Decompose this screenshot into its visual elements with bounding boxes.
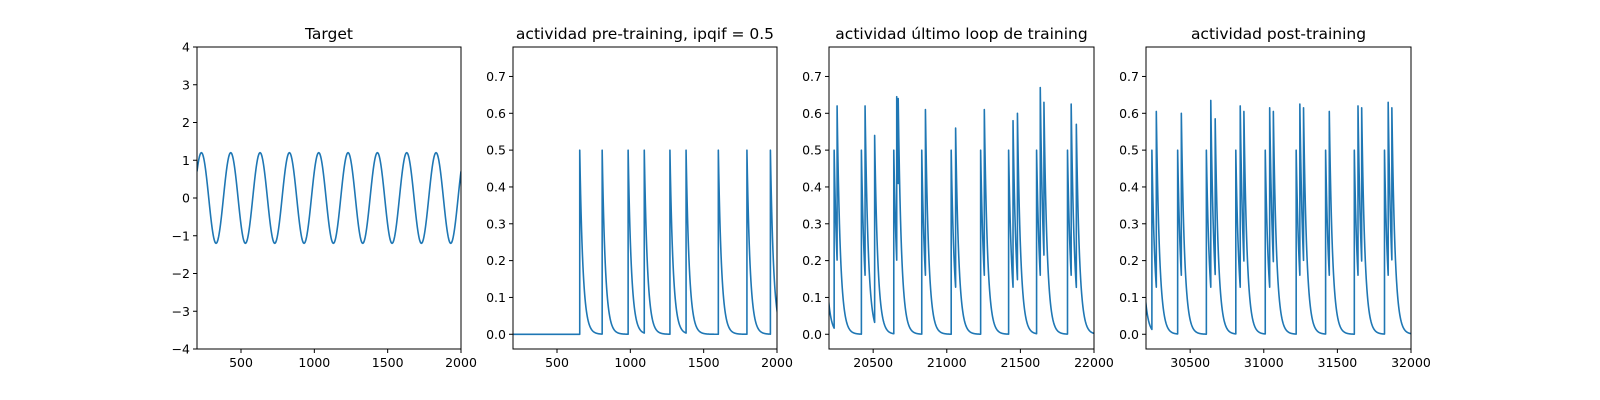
chart-panel-3: 20500 21000 21500 22000 0.0 0.1 0.2 0.3 0.4 0.5 0.… (802, 25, 1114, 370)
chart-panel-2: 500 1000 1500 2000 0.0 0.1 0.2 0.3 0.4 0.5 0.6 0.7 a… (486, 25, 793, 370)
chart-title: actividad pre-training, ipqif = 0.5 (516, 25, 774, 43)
y-tick-label: 0.2 (1119, 253, 1139, 268)
x-tick-label: 2000 (445, 355, 477, 370)
series-line (197, 151, 461, 245)
x-tick-label: 22000 (1074, 355, 1114, 370)
y-tick-label: 0.1 (1119, 290, 1139, 305)
y-tick-label: 0.4 (802, 179, 822, 194)
x-tick-label: 1500 (688, 355, 720, 370)
y-tick-label: 0.1 (802, 290, 822, 305)
y-tick-label: 0.7 (802, 69, 822, 84)
chart-panel-4: 30500 31000 31500 32000 0.0 0.1 0.2 0.3 0.4 0.5 0.… (1119, 25, 1431, 370)
y-tick-label: −4 (172, 342, 190, 357)
y-tick-label: −1 (172, 228, 190, 243)
y-tick-label: 2 (182, 115, 190, 130)
y-tick-label: 4 (182, 40, 190, 55)
y-tick-label: 0.4 (486, 179, 506, 194)
x-tick-label: 20500 (853, 355, 893, 370)
x-tick-label: 1000 (298, 355, 330, 370)
series-line (513, 149, 777, 336)
y-tick-label: −2 (172, 266, 190, 281)
y-tick-label: 0.5 (486, 143, 506, 158)
y-tick-label: 0.4 (1119, 179, 1139, 194)
y-tick-label: 0.6 (802, 106, 822, 121)
plot-frame (196, 46, 462, 350)
x-tick-label: 500 (545, 355, 569, 370)
y-tick-label: 0.5 (1119, 143, 1139, 158)
series-line (1146, 99, 1411, 335)
y-tick-label: 0.0 (486, 327, 506, 342)
plot-frame (512, 46, 778, 350)
y-tick-label: 0.7 (486, 69, 506, 84)
y-tick-label: 0.3 (1119, 216, 1139, 231)
x-tick-label: 32000 (1391, 355, 1431, 370)
x-tick-label: 21000 (927, 355, 967, 370)
x-tick-label: 31000 (1244, 355, 1284, 370)
x-tick-label: 1000 (614, 355, 646, 370)
y-tick-label: 0.6 (1119, 106, 1139, 121)
x-tick-label: 31500 (1318, 355, 1358, 370)
y-tick-label: 0.7 (1119, 69, 1139, 84)
plot-frame (1145, 46, 1412, 350)
y-tick-label: 0.1 (486, 290, 506, 305)
y-tick-label: 3 (182, 77, 190, 92)
y-tick-label: 0.2 (802, 253, 822, 268)
y-tick-label: 0.0 (1119, 327, 1139, 342)
y-tick-label: 0 (182, 191, 190, 206)
chart-title: actividad post-training (1191, 25, 1366, 43)
y-tick-label: 0.0 (802, 327, 822, 342)
y-tick-label: 0.5 (802, 143, 822, 158)
y-tick-label: −3 (172, 304, 190, 319)
y-tick-label: 0.3 (802, 216, 822, 231)
series-line (829, 86, 1094, 335)
chart-panel-1: 500 1000 1500 2000 −4 −3 −2 −1 0 1 2 3 4 Target (172, 25, 477, 370)
x-tick-label: 30500 (1170, 355, 1210, 370)
y-tick-label: 1 (182, 153, 190, 168)
y-tick-label: 0.2 (486, 253, 506, 268)
y-tick-label: 0.3 (486, 216, 506, 231)
x-tick-label: 500 (229, 355, 253, 370)
y-tick-label: 0.6 (486, 106, 506, 121)
x-tick-label: 2000 (761, 355, 793, 370)
chart-title: actividad último loop de training (835, 25, 1087, 43)
x-tick-label: 21500 (1001, 355, 1041, 370)
plot-frame (828, 46, 1095, 350)
chart-title: Target (304, 25, 353, 43)
x-tick-label: 1500 (372, 355, 404, 370)
